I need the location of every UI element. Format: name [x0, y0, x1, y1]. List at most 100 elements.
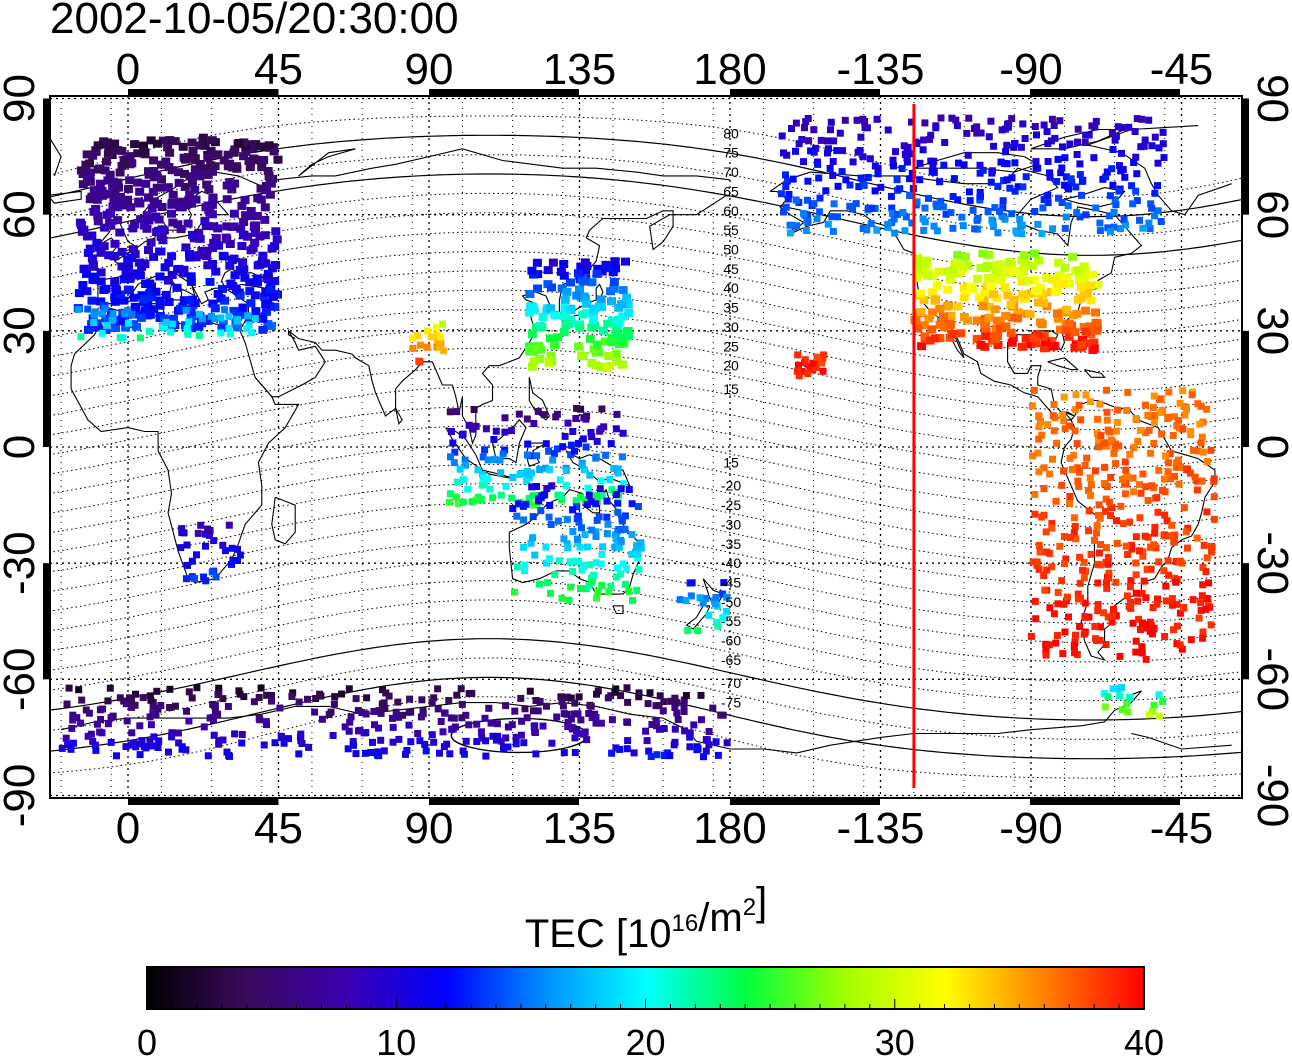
tec-pixel [479, 453, 487, 461]
tec-pixel [566, 558, 574, 566]
tec-pixel [1035, 541, 1043, 549]
tec-pixel [240, 196, 250, 205]
tec-pixel [550, 341, 560, 350]
contour-label: 60 [723, 203, 739, 219]
tec-pixel [612, 357, 622, 366]
tec-pixel [804, 219, 812, 226]
tec-pixel [144, 193, 153, 202]
tec-pixel [219, 252, 229, 261]
tec-pixel [586, 701, 594, 709]
tec-pixel [547, 589, 554, 597]
tec-pixel [1128, 182, 1136, 190]
tec-pixel [932, 281, 942, 290]
magnetic-latitude-contour [50, 386, 1242, 469]
tec-pixel [567, 583, 575, 591]
frame-tick-bar [43, 330, 50, 447]
tec-pixel [77, 333, 85, 341]
tec-pixel [1186, 469, 1194, 477]
tec-pixel [79, 265, 89, 274]
tec-pixel [501, 414, 509, 422]
tec-pixel [377, 736, 385, 744]
tec-pixel [208, 243, 218, 252]
tec-pixel [558, 496, 566, 504]
tec-pixel [1072, 183, 1080, 191]
tec-pixel [169, 314, 178, 323]
tec-pixel [204, 752, 212, 760]
tec-pixel [556, 476, 564, 484]
tec-pixel [230, 271, 240, 280]
tec-pixel [940, 161, 948, 169]
tec-pixel [1108, 618, 1116, 626]
tec-pixel [441, 709, 449, 717]
tec-pixel [183, 219, 193, 228]
tec-pixel [195, 234, 205, 243]
tec-pixel [1122, 466, 1130, 474]
tec-pixel [227, 185, 237, 194]
tec-pixel [271, 227, 281, 236]
tec-pixel [236, 224, 246, 233]
tec-pixel [1171, 413, 1178, 421]
tec-pixel [913, 140, 921, 147]
tec-pixel [91, 204, 101, 213]
tec-pixel [1040, 121, 1048, 129]
tec-pixel [916, 289, 926, 298]
tec-pixel [682, 692, 690, 699]
contour-label: 15 [723, 381, 739, 397]
tec-pixel [633, 586, 641, 594]
tec-pixel [1038, 230, 1046, 238]
tec-pixel [1029, 249, 1039, 258]
tec-pixel [1110, 223, 1118, 231]
tec-pixel [711, 600, 719, 608]
tec-pixel [1047, 137, 1055, 145]
tec-pixel [867, 220, 875, 228]
tec-pixel [933, 227, 941, 235]
tec-pixel [794, 351, 802, 359]
tec-pixel [513, 512, 521, 520]
tec-pixel [607, 440, 615, 448]
tec-pixel [628, 550, 636, 558]
tec-pixel [209, 714, 217, 721]
tec-pixel [583, 412, 591, 420]
tec-pixel [608, 268, 618, 277]
tec-pixel [1157, 408, 1165, 416]
tec-pixel [437, 718, 445, 725]
tec-pixel [618, 312, 628, 321]
tec-pixel [1064, 332, 1074, 341]
tec-pixel [93, 217, 103, 226]
tec-pixel [533, 284, 542, 293]
tec-pixel [699, 599, 707, 607]
tec-pixel [1085, 527, 1093, 535]
tec-pixel [1018, 230, 1026, 238]
x-tick-label-bottom: -135 [836, 804, 924, 853]
tec-pixel [1118, 683, 1126, 691]
contour-label: -70 [721, 675, 741, 691]
tec-pixel [976, 161, 984, 169]
tec-pixel [172, 283, 182, 292]
tec-pixel [202, 577, 210, 585]
tec-pixel [1010, 143, 1018, 151]
tec-pixel [1208, 548, 1216, 556]
tec-pixel [623, 745, 631, 753]
tec-pixel [907, 150, 915, 158]
tec-pixel [180, 169, 189, 178]
tec-pixel [1081, 613, 1089, 621]
tec-pixel [903, 158, 911, 166]
tec-pixel [1113, 517, 1120, 525]
coastline [769, 167, 1143, 421]
tec-pixel [977, 129, 985, 137]
tec-pixel [316, 690, 324, 698]
tec-pixel [1112, 201, 1120, 208]
tec-pixel [1007, 338, 1017, 347]
tec-pixel [792, 119, 800, 127]
tec-pixel [496, 456, 504, 464]
tec-pixel [520, 739, 528, 747]
tec-pixel [146, 288, 156, 297]
tec-pixel [1112, 578, 1120, 586]
tec-pixel [1127, 604, 1135, 612]
tec-pixel [828, 213, 836, 221]
tec-pixel [592, 719, 600, 727]
tec-pixel [409, 334, 417, 342]
tec-pixel [532, 750, 540, 758]
tec-pixel [621, 525, 629, 533]
